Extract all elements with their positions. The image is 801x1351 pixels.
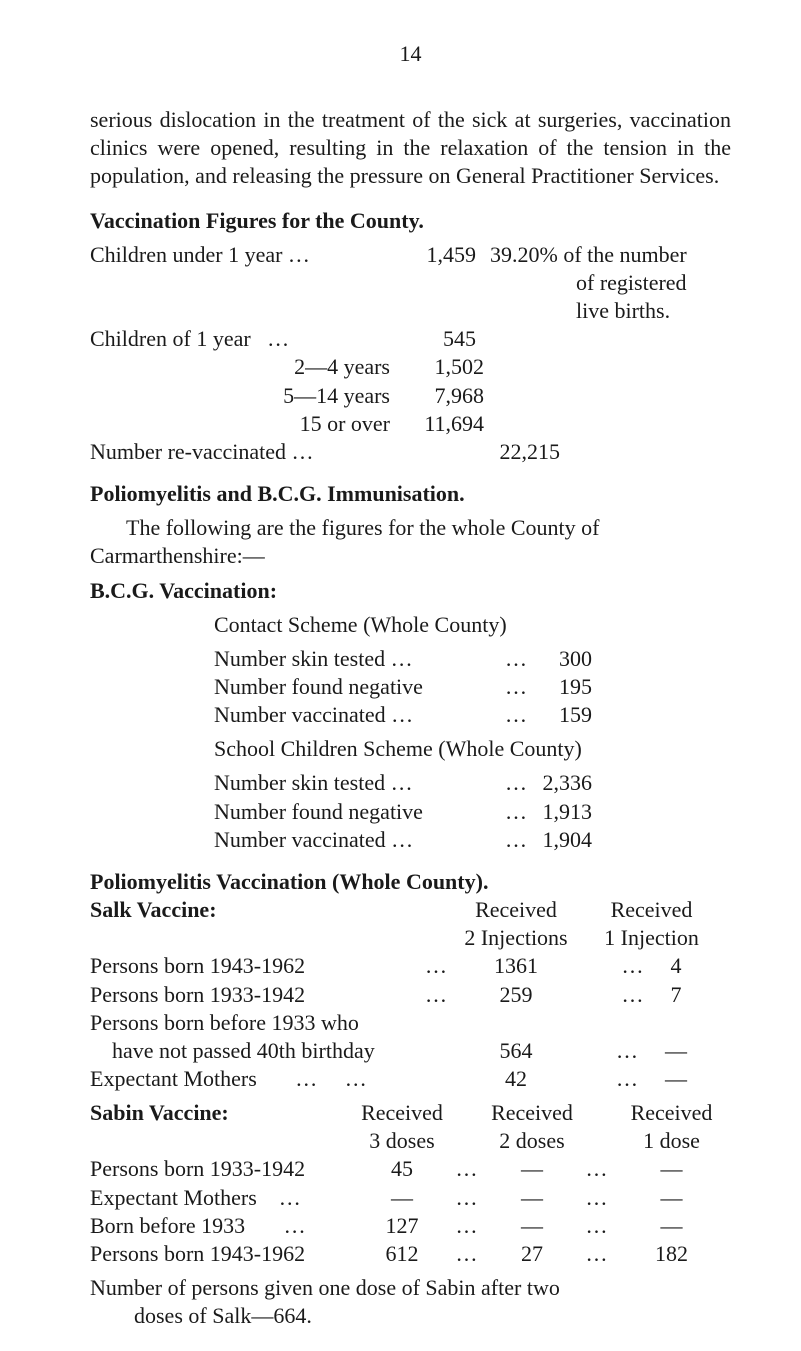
table-row: have not passed 40th birthday 564 …— xyxy=(90,1037,731,1065)
row-note: live births. xyxy=(490,297,731,325)
table-row: Number found negative… 1,913 xyxy=(214,798,731,826)
table-value: 159 xyxy=(528,701,592,729)
salk-subheader-row: 2 Injections 1 Injection xyxy=(90,924,731,952)
sabin-subheader-row: 3 doses 2 doses 1 dose xyxy=(90,1127,731,1155)
col-subheader: 1 dose xyxy=(612,1127,731,1155)
col-header: Received xyxy=(352,1099,452,1127)
table-value: 300 xyxy=(528,645,592,673)
intro-paragraph: serious dislocation in the treatment of … xyxy=(90,106,731,190)
row-label: 5—14 years xyxy=(283,383,390,408)
row-label: Children of 1 year xyxy=(90,326,251,351)
row-value: 545 xyxy=(390,325,490,353)
children-under-1-row: Children under 1 year … 1,459 39.20% of … xyxy=(90,241,731,269)
row-value: 22,215 xyxy=(390,438,560,466)
row-label: Number re-vaccinated … xyxy=(90,438,390,466)
col-subheader: 2 doses xyxy=(482,1127,582,1155)
document-page: 14 serious dislocation in the treatment … xyxy=(0,0,801,1351)
contact-scheme-heading: Contact Scheme (Whole County) xyxy=(214,611,731,639)
vaccination-heading: Vaccination Figures for the County. xyxy=(90,207,731,235)
school-scheme-heading: School Children Scheme (Whole County) xyxy=(214,735,731,763)
row-value: 1,459 xyxy=(390,241,490,269)
re-vaccinated-row: Number re-vaccinated … 22,215 xyxy=(90,438,731,466)
table-row: Number found negative… 195 xyxy=(214,673,731,701)
note-row: live births. xyxy=(90,297,731,325)
table-value: 2,336 xyxy=(528,769,592,797)
note-row: of registered xyxy=(90,269,731,297)
polio-vacc-heading: Poliomyelitis Vaccination (Whole County)… xyxy=(90,868,731,896)
salk-header-row: Salk Vaccine: Received Received xyxy=(90,896,731,924)
row-value: 1,502 xyxy=(398,353,498,381)
col-header: Received xyxy=(460,896,572,924)
children-of-1-year-row: Children of 1 year … 545 xyxy=(90,325,731,353)
sabin-header-row: Sabin Vaccine: Received Received Receive… xyxy=(90,1099,731,1127)
table-row: Expectant Mothers … … 42 …— xyxy=(90,1065,731,1093)
row-label: 15 or over xyxy=(300,411,390,436)
col-subheader: 2 Injections xyxy=(460,924,572,952)
table-row: Persons born 1943-1962… 1361 …4 xyxy=(90,952,731,980)
table-row: Number skin tested …… 2,336 xyxy=(214,769,731,797)
table-row: Number skin tested …… 300 xyxy=(214,645,731,673)
footer-line-2: doses of Salk—664. xyxy=(134,1302,731,1330)
age-5-14-row: 5—14 years 7,968 xyxy=(90,382,731,410)
row-value: 7,968 xyxy=(398,382,498,410)
table-value: 1,913 xyxy=(528,798,592,826)
row-note: of registered xyxy=(490,269,731,297)
table-row: Persons born 1943-1962 612 … 27 … 182 xyxy=(90,1240,731,1268)
col-header: Received xyxy=(572,896,731,924)
footer-line-1: Number of persons given one dose of Sabi… xyxy=(90,1274,731,1302)
bcg-heading: B.C.G. Vaccination: xyxy=(90,577,731,605)
table-row: Persons born 1933-1942… 259 …7 xyxy=(90,981,731,1009)
table-value: 195 xyxy=(528,673,592,701)
polio-text: The following are the figures for the wh… xyxy=(90,514,731,570)
age-2-4-row: 2—4 years 1,502 xyxy=(90,353,731,381)
row-note: 39.20% of the number xyxy=(490,241,731,269)
salk-label: Salk Vaccine: xyxy=(90,896,460,924)
page-number: 14 xyxy=(90,40,731,68)
col-subheader: 3 doses xyxy=(352,1127,452,1155)
table-row: Persons born 1933-1942 45 … — … — xyxy=(90,1155,731,1183)
table-row: Number vaccinated …… 159 xyxy=(214,701,731,729)
row-label: Children under 1 year … xyxy=(90,241,390,269)
table-row: Expectant Mothers … — … — … — xyxy=(90,1184,731,1212)
col-header: Received xyxy=(482,1099,582,1127)
col-header: Received xyxy=(612,1099,731,1127)
table-row: Number vaccinated …… 1,904 xyxy=(214,826,731,854)
row-label: 2—4 years xyxy=(294,354,390,379)
age-15-over-row: 15 or over 11,694 xyxy=(90,410,731,438)
table-row: Persons born before 1933 who xyxy=(90,1009,731,1037)
row-value: 11,694 xyxy=(398,410,498,438)
polio-heading: Poliomyelitis and B.C.G. Immunisation. xyxy=(90,480,731,508)
table-row: Born before 1933 … 127 … — … — xyxy=(90,1212,731,1240)
sabin-label: Sabin Vaccine: xyxy=(90,1099,352,1127)
table-value: 1,904 xyxy=(528,826,592,854)
col-subheader: 1 Injection xyxy=(572,924,731,952)
